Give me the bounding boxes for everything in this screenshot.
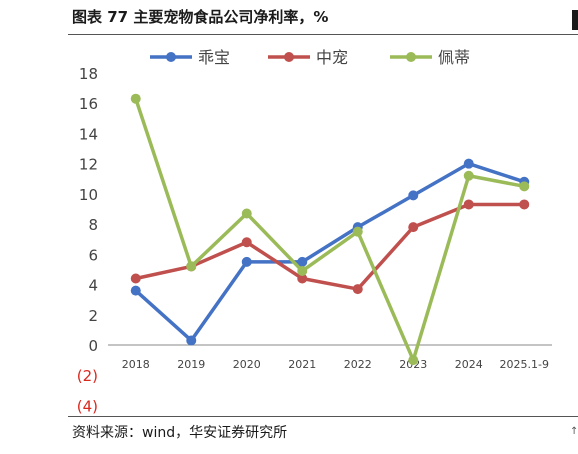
data-point (463, 170, 474, 181)
x-tick-label: 2022 (344, 358, 372, 371)
legend-item: 中宠 (268, 48, 348, 67)
data-point (519, 199, 530, 210)
data-point (186, 335, 197, 346)
legend-label: 乖宝 (198, 48, 230, 67)
y-tick-label: 12 (79, 156, 98, 174)
chart-series (130, 93, 530, 366)
series-3 (130, 93, 530, 366)
data-point (408, 355, 419, 366)
y-tick-label: 2 (88, 307, 98, 325)
data-point (408, 190, 419, 201)
data-point (463, 199, 474, 210)
chart-axes: 18 16 14 12 10 8 6 4 2 0 (2) (4) 2018 2019 2020 2021 202… (77, 65, 552, 415)
data-point (186, 261, 197, 272)
data-point (463, 158, 474, 169)
series-line (134, 161, 525, 343)
top-rule (68, 34, 578, 35)
series-2 (130, 199, 530, 295)
y-tick-label: 10 (79, 186, 98, 204)
data-point (297, 265, 308, 276)
series-line (135, 202, 525, 291)
chart-legend: 乖宝 中宠 佩蒂 (150, 48, 470, 67)
legend-label: 佩蒂 (438, 48, 470, 67)
data-point (519, 181, 530, 192)
legend-swatch-marker (166, 52, 176, 62)
x-tick-label: 2020 (233, 358, 261, 371)
y-tick-label: (4) (77, 397, 98, 415)
source-note: 资料来源：wind，华安证券研究所 (72, 425, 288, 441)
y-tick-label: 14 (79, 125, 98, 143)
x-tick-label: 2025.1-9 (500, 358, 549, 371)
x-tick-label: 2021 (288, 358, 316, 371)
x-tick-label: 2024 (455, 358, 483, 371)
data-point (130, 285, 141, 296)
data-point (352, 284, 363, 295)
data-point (241, 237, 252, 248)
y-tick-label: 16 (79, 95, 98, 113)
adjacent-figure-edge (572, 10, 578, 30)
y-tick-label: 6 (88, 246, 98, 264)
data-point (297, 273, 308, 284)
data-point (130, 273, 141, 284)
y-tick-label: 4 (88, 277, 98, 295)
data-point (297, 256, 308, 267)
legend-item: 佩蒂 (390, 48, 470, 67)
y-tick-label: 18 (79, 65, 98, 83)
y-tick-label: 8 (88, 216, 98, 234)
legend-swatch-marker (406, 52, 416, 62)
bottom-rule (68, 416, 578, 417)
y-tick-label: (2) (77, 367, 98, 385)
series-line (134, 98, 525, 362)
data-point (241, 256, 252, 267)
x-tick-label: 2018 (122, 358, 150, 371)
data-point (241, 208, 252, 219)
x-tick-label: 2019 (177, 358, 205, 371)
data-point (408, 222, 419, 233)
legend-item: 乖宝 (150, 48, 230, 67)
adjacent-page-mark: ↑ (570, 426, 578, 437)
legend-swatch-marker (284, 52, 294, 62)
figure-title: 图表 77 主要宠物食品公司净利率，% (72, 8, 329, 26)
data-point (352, 226, 363, 237)
legend-label: 中宠 (316, 48, 348, 67)
data-point (130, 93, 141, 104)
y-tick-label: 0 (88, 337, 98, 355)
